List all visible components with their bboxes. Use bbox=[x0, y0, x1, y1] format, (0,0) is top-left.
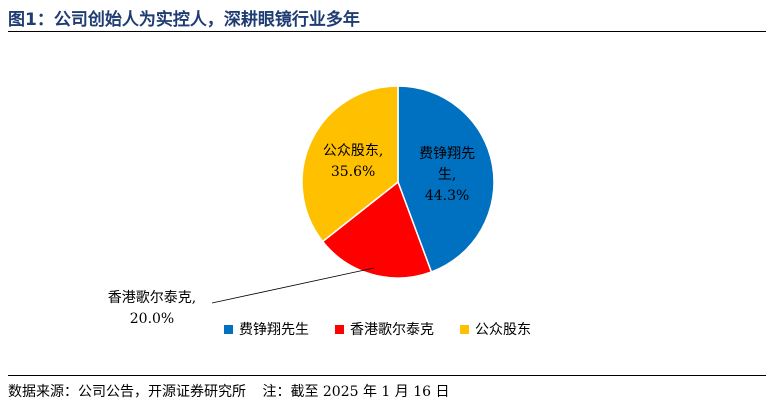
legend-item-2: 公众股东 bbox=[460, 319, 531, 339]
footer-divider bbox=[8, 375, 766, 376]
slice-label-1-0: 香港歌尔泰克, bbox=[108, 290, 196, 306]
legend-item-0: 费铮翔先生 bbox=[224, 319, 309, 339]
slice-label-2-0: 公众股东, bbox=[323, 143, 383, 159]
leader-line-1 bbox=[211, 267, 374, 304]
page-title: 图1：公司创始人为实控人，深耕眼镜行业多年 bbox=[8, 10, 360, 30]
slice-label-0-1: 生, bbox=[438, 167, 456, 183]
pie-slice-1 bbox=[321, 180, 433, 279]
title-divider bbox=[8, 31, 766, 32]
date-note: 注：截至 2025 年 1 月 16 日 bbox=[262, 384, 450, 400]
legend-swatch-2 bbox=[460, 324, 469, 334]
slice-label-0-0: 费铮翔先 bbox=[419, 146, 475, 162]
pie-slice-2 bbox=[301, 85, 399, 243]
slice-label-1-1: 20.0% bbox=[130, 311, 174, 327]
legend-swatch-0 bbox=[224, 324, 233, 334]
source-note: 数据来源：公司公告，开源证券研究所 注：截至 2025 年 1 月 16 日 bbox=[8, 381, 462, 401]
chart-legend: 费铮翔先生 香港歌尔泰克 公众股东 bbox=[224, 319, 531, 339]
legend-label-0: 费铮翔先生 bbox=[239, 322, 309, 338]
legend-swatch-1 bbox=[335, 324, 344, 334]
legend-label-1: 香港歌尔泰克 bbox=[350, 322, 434, 338]
data-source: 数据来源：公司公告，开源证券研究所 bbox=[8, 384, 246, 400]
slice-label-0-2: 44.3% bbox=[425, 188, 469, 204]
legend-label-2: 公众股东 bbox=[475, 322, 531, 338]
legend-item-1: 香港歌尔泰克 bbox=[335, 319, 434, 339]
slice-label-2-1: 35.6% bbox=[331, 164, 375, 180]
pie-slice-0 bbox=[397, 85, 495, 273]
